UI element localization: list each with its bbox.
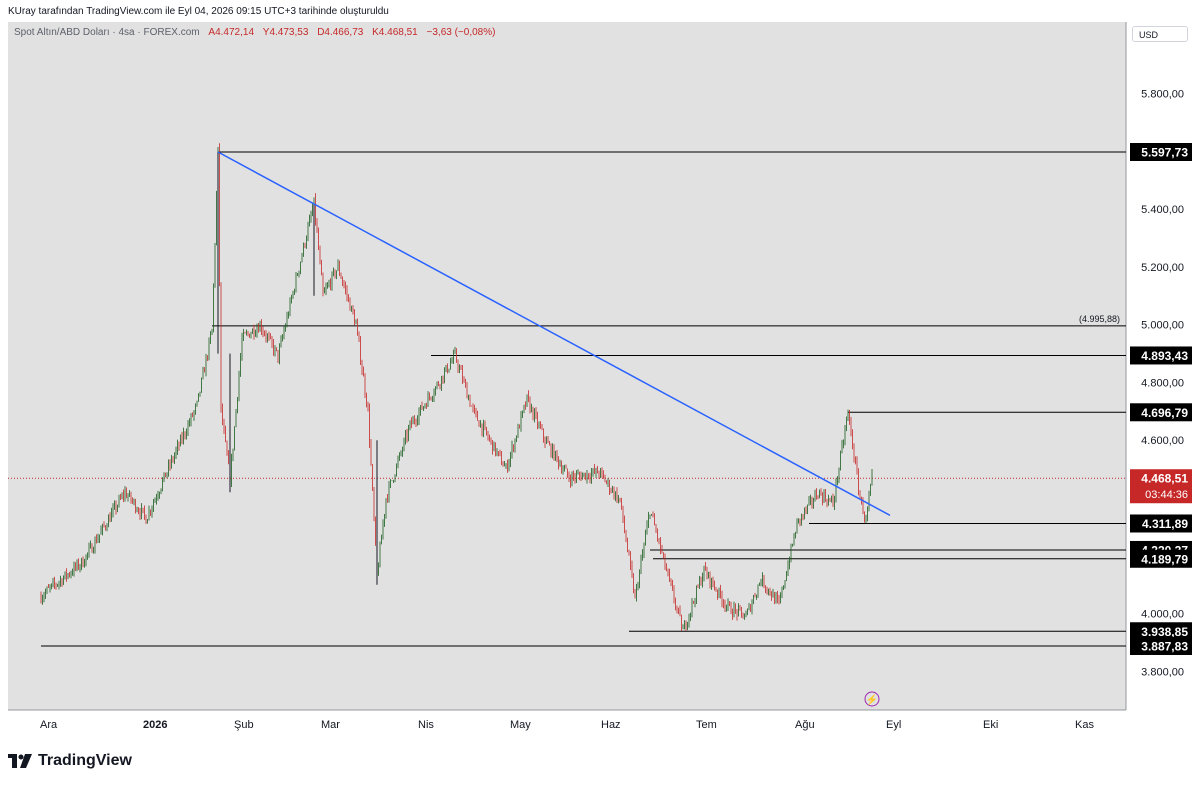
level-price-badge [1130,549,1192,568]
y-tick-label: 5.000,00 [1141,320,1184,332]
tradingview-logo[interactable]: TradingView [8,752,132,770]
symbol-title: Spot Altın/ABD Doları · 4sa · FOREX.com [14,27,200,38]
level-price-label: 3.887,83 [1141,640,1188,654]
legend-low: D4.466,73 [317,27,364,38]
level-price-badge [1130,514,1192,533]
event-lightning-icon [864,691,880,707]
legend-high: Y4.473,53 [262,27,309,38]
x-tick-label: Eyl [886,719,901,731]
x-tick-label: 2026 [143,719,167,731]
lightning-glyph: ⚡ [866,693,878,706]
y-tick-label: 4.600,00 [1141,435,1184,447]
legend-change: −3,63 (−0,08%) [426,27,496,38]
level-price-label: 5.597,73 [1141,146,1188,160]
x-tick-label: Nis [418,719,434,731]
level-price-label: 3.938,85 [1141,625,1188,639]
current-price-label: 4.468,51 [1141,472,1188,486]
level-price-badge [1130,637,1192,655]
x-tick-label: Tem [696,719,717,731]
plot-area[interactable] [8,22,1126,710]
bar-countdown: 03:44:36 [1145,489,1188,501]
symbol-legend: Spot Altın/ABD Doları · 4sa · FOREX.com … [14,27,495,38]
y-tick-label: 5.800,00 [1141,89,1184,101]
tradingview-logo-icon [8,754,32,768]
brand-name: TradingView [38,752,132,769]
chart-credit: KUray tarafından TradingView.com ile Eyl… [8,6,389,17]
x-tick-label: Ara [40,719,58,731]
x-tick-label: Şub [234,719,254,731]
x-tick-label: Haz [601,719,621,731]
y-tick-label: 5.400,00 [1141,204,1184,216]
level-price-label: 4.189,79 [1141,552,1188,566]
level-price-label: 4.893,43 [1141,349,1188,363]
y-tick-label: 3.800,00 [1141,666,1184,678]
level-price-label: 4.311,89 [1142,517,1188,531]
current-price-badge [1130,469,1192,504]
level-price-badge [1130,622,1192,641]
trendline [217,151,891,517]
level-price-badge [1130,346,1192,365]
level-price-badge [1130,403,1192,422]
y-tick-label: 5.200,00 [1141,262,1184,274]
legend-close: K4.468,51 [372,27,418,38]
chart-frame[interactable]: 3.800,00 4.000,00 4.600,00 4.800,00 5.000,00… [8,22,1192,738]
x-tick-label: Eki [983,719,998,731]
level-note: (4.995,88) [1079,314,1120,324]
legend-open: A4.472,14 [208,27,255,38]
level-price-label: 4.696,79 [1141,406,1188,420]
x-tick-label: Ağu [795,719,815,731]
x-tick-label: Mar [321,719,340,731]
level-price-badge [1130,143,1192,161]
x-tick-label: May [510,719,531,731]
currency-selector[interactable]: USD [1132,26,1188,42]
y-tick-label: 4.800,00 [1141,377,1184,389]
price-chart[interactable]: 3.800,00 4.000,00 4.600,00 4.800,00 5.000,00… [8,22,1192,738]
y-tick-label: 4.000,00 [1141,609,1184,621]
x-tick-label: Kas [1075,719,1094,731]
